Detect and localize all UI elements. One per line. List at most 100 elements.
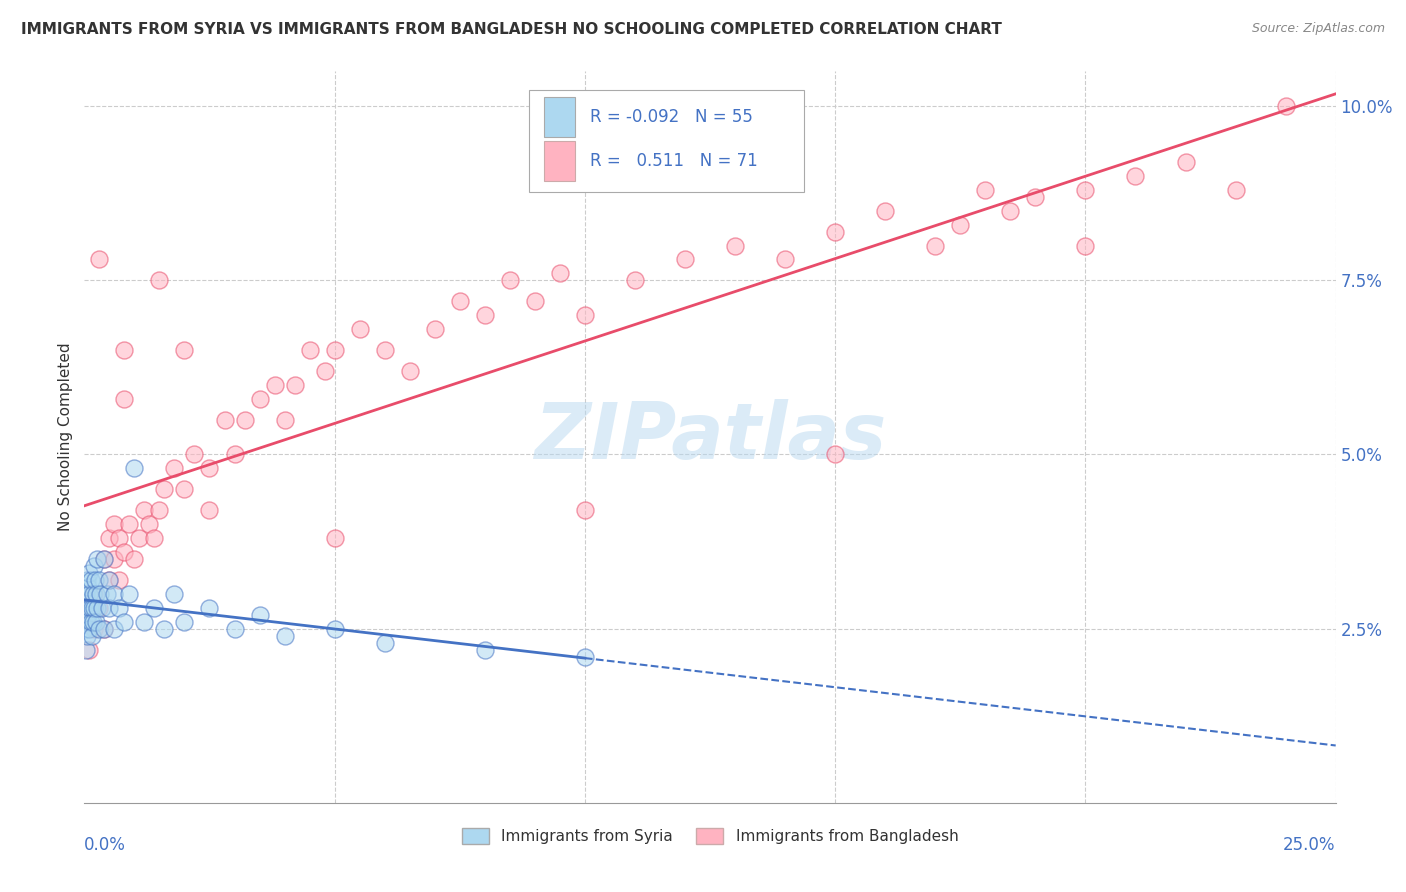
Point <box>98 573 121 587</box>
Point <box>398 364 420 378</box>
Point <box>82 615 104 629</box>
Point <box>263 377 285 392</box>
Point <box>93 552 115 566</box>
Point <box>82 587 104 601</box>
Point <box>89 622 111 636</box>
Point <box>83 587 105 601</box>
Point <box>148 273 170 287</box>
Point <box>773 252 796 267</box>
Point <box>298 343 321 357</box>
Point <box>75 622 97 636</box>
Point <box>148 503 170 517</box>
Point <box>124 552 146 566</box>
Point <box>118 587 141 601</box>
Point <box>1024 190 1046 204</box>
Point <box>574 503 596 517</box>
Text: R = -0.092   N = 55: R = -0.092 N = 55 <box>591 108 752 126</box>
Point <box>75 600 97 615</box>
Point <box>80 629 103 643</box>
Point <box>143 600 166 615</box>
Point <box>89 573 111 587</box>
Point <box>76 629 98 643</box>
Point <box>83 622 105 636</box>
Point <box>138 517 160 532</box>
Point <box>84 573 107 587</box>
Point <box>974 183 997 197</box>
Point <box>112 545 135 559</box>
Point <box>163 587 186 601</box>
Point <box>86 552 108 566</box>
Point <box>214 412 236 426</box>
Point <box>273 629 295 643</box>
Point <box>314 364 336 378</box>
Point <box>93 622 115 636</box>
Text: 0.0%: 0.0% <box>84 836 127 854</box>
Point <box>80 615 103 629</box>
Point <box>249 607 271 622</box>
Point <box>79 642 101 657</box>
Point <box>93 622 115 636</box>
Point <box>1225 183 1247 197</box>
Point <box>824 448 846 462</box>
Point <box>1074 183 1097 197</box>
Point <box>90 600 112 615</box>
Point <box>153 622 176 636</box>
Point <box>374 635 396 649</box>
Point <box>1125 169 1147 183</box>
Point <box>89 252 111 267</box>
Point <box>574 649 596 664</box>
Point <box>79 587 101 601</box>
Point <box>924 238 946 252</box>
Point <box>198 461 221 475</box>
Point <box>98 600 121 615</box>
FancyBboxPatch shape <box>529 90 804 192</box>
FancyBboxPatch shape <box>544 97 575 137</box>
Point <box>76 615 98 629</box>
Point <box>108 531 131 545</box>
Point <box>143 531 166 545</box>
Point <box>108 573 131 587</box>
Point <box>163 461 186 475</box>
Point <box>474 642 496 657</box>
Point <box>249 392 271 406</box>
Point <box>93 552 115 566</box>
Point <box>75 587 97 601</box>
Point <box>79 622 101 636</box>
Point <box>624 273 647 287</box>
Point <box>134 503 156 517</box>
Point <box>128 531 150 545</box>
Point <box>98 531 121 545</box>
Point <box>86 615 108 629</box>
Point <box>224 448 246 462</box>
Text: IMMIGRANTS FROM SYRIA VS IMMIGRANTS FROM BANGLADESH NO SCHOOLING COMPLETED CORRE: IMMIGRANTS FROM SYRIA VS IMMIGRANTS FROM… <box>21 22 1002 37</box>
Point <box>75 642 97 657</box>
Point <box>349 322 371 336</box>
Point <box>96 587 118 601</box>
Point <box>574 308 596 322</box>
Y-axis label: No Schooling Completed: No Schooling Completed <box>58 343 73 532</box>
Point <box>824 225 846 239</box>
Point <box>449 294 471 309</box>
Point <box>84 587 107 601</box>
Point <box>76 573 98 587</box>
Point <box>108 600 131 615</box>
Point <box>374 343 396 357</box>
Point <box>724 238 747 252</box>
Point <box>183 448 205 462</box>
Point <box>76 594 98 608</box>
Point <box>83 558 105 573</box>
Point <box>323 531 346 545</box>
Point <box>124 461 146 475</box>
Point <box>76 580 98 594</box>
Point <box>112 615 135 629</box>
Point <box>89 587 111 601</box>
Text: Source: ZipAtlas.com: Source: ZipAtlas.com <box>1251 22 1385 36</box>
Point <box>103 552 125 566</box>
Point <box>1274 99 1296 113</box>
Point <box>875 203 897 218</box>
Point <box>112 343 135 357</box>
Point <box>98 573 121 587</box>
Point <box>83 600 105 615</box>
Point <box>173 343 195 357</box>
Text: 25.0%: 25.0% <box>1284 836 1336 854</box>
